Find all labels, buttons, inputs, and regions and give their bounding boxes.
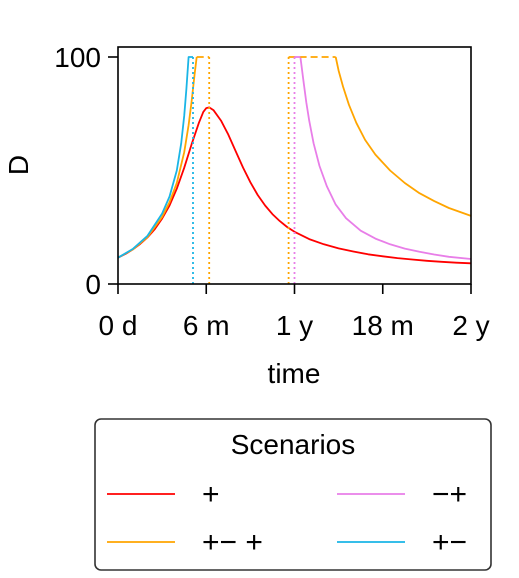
legend-entries: + −+ +− + +−	[107, 478, 467, 559]
legend-label: +	[202, 478, 220, 511]
series-line-10	[117, 56, 193, 259]
series-line-3	[334, 56, 472, 217]
legend-label: +− +	[202, 526, 263, 559]
legend-label: −+	[432, 478, 467, 511]
x-axis-ticks: 0 d 6 m 1 y 18 m 2 y	[99, 284, 490, 341]
legend-label: +−	[432, 526, 467, 559]
x-tick-label: 0 d	[99, 310, 138, 341]
series-line-1	[299, 56, 472, 260]
series-line-2	[117, 56, 198, 259]
legend-title: Scenarios	[231, 429, 356, 460]
series-line-0	[117, 106, 472, 265]
legend-frame	[94, 418, 492, 571]
x-axis-label: time	[268, 358, 321, 389]
legend: Scenarios + −+ +− + +−	[94, 418, 492, 571]
x-tick-label: 1 y	[276, 310, 313, 341]
y-axis-label: D	[3, 155, 34, 175]
y-axis-ticks: 0 100	[54, 42, 118, 300]
x-tick-label: 6 m	[183, 310, 230, 341]
y-tick-label: 0	[85, 269, 101, 300]
x-tick-label: 18 m	[352, 310, 414, 341]
plot-lines	[117, 56, 472, 284]
x-tick-label: 2 y	[452, 310, 489, 341]
y-tick-label: 100	[54, 42, 101, 73]
